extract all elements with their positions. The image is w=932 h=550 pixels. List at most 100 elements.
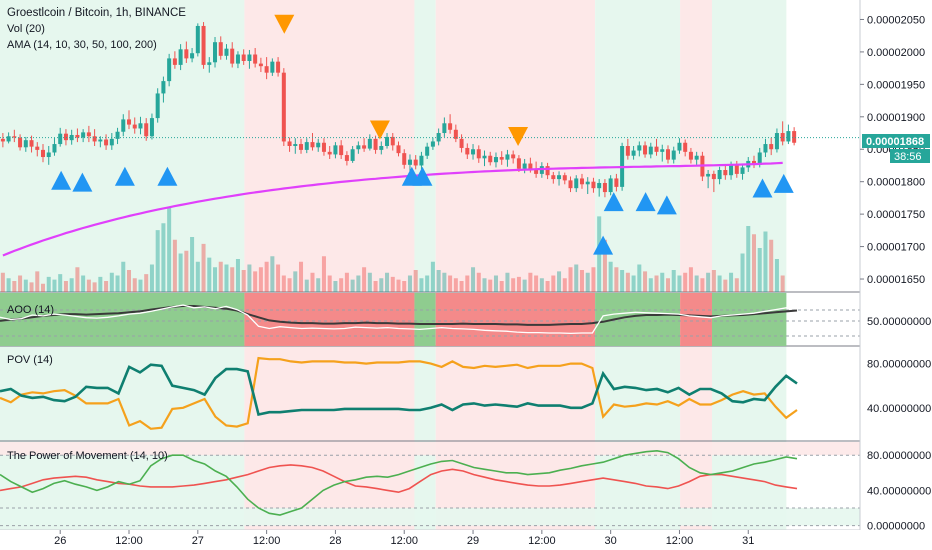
candle-body (218, 42, 223, 56)
time-tick-label: 29 (467, 535, 479, 547)
candle-body (706, 173, 711, 177)
candle-body (465, 147, 470, 155)
volume-bar (665, 278, 670, 292)
volume-bar (694, 275, 699, 292)
time-axis[interactable] (0, 530, 932, 550)
candle-body (155, 93, 160, 119)
candle-body (356, 145, 361, 150)
candle-body (270, 61, 275, 73)
volume-bar (6, 278, 11, 292)
indicator-panes (0, 293, 860, 527)
candle-body (207, 62, 212, 65)
buy-signal-triangle (603, 192, 624, 212)
volume-bar (98, 276, 103, 292)
volume-bar (40, 283, 46, 292)
candle-body (161, 81, 166, 94)
volume-bar (18, 275, 23, 292)
aoo-oscillator-line (0, 304, 798, 335)
volume-bar (683, 272, 688, 292)
volume-bar (224, 264, 229, 292)
volume-bar (677, 275, 682, 292)
volume-bar (751, 234, 757, 292)
volume-bar (476, 272, 481, 292)
volume-bar (276, 264, 281, 292)
time-tick-label: 30 (605, 535, 617, 547)
candle-body (625, 146, 630, 156)
volume-bar (442, 272, 447, 292)
candle-body (792, 131, 797, 143)
volume-bar (385, 272, 390, 292)
volume-bar (734, 278, 739, 292)
volume-bar (471, 267, 476, 292)
volume-bar (614, 267, 619, 292)
candle-body (574, 178, 579, 189)
candle-body (671, 150, 676, 160)
candle-body (247, 54, 252, 61)
candle-body (18, 137, 23, 148)
volume-bar (774, 259, 779, 292)
volume-bar (568, 267, 573, 292)
candle-body (688, 151, 693, 160)
candle-body (264, 66, 269, 73)
volume-bar (367, 272, 372, 292)
candle-body (127, 119, 132, 125)
candle-body (786, 131, 791, 142)
volume-bar (247, 264, 252, 292)
candle-body (711, 173, 716, 180)
candle-body (694, 155, 699, 160)
tpm-tick-label: 40.00000000 (867, 485, 931, 497)
volume-bar (534, 275, 539, 292)
volume-bar (75, 267, 80, 292)
candle-body (729, 164, 734, 176)
candle-body (167, 58, 172, 82)
chart-background (0, 0, 787, 530)
aoo-band (0, 293, 245, 346)
volume-bar (528, 272, 533, 292)
volume-bar (729, 272, 734, 292)
candle-body (648, 146, 653, 155)
volume-bar (430, 261, 435, 292)
volume-bar (184, 250, 189, 292)
sell-signal-triangle (274, 14, 295, 34)
volume-bar (488, 279, 493, 292)
candle-body (608, 178, 613, 193)
volume-bar (293, 271, 298, 292)
candle-body (407, 159, 412, 165)
aoo-band (595, 293, 681, 346)
candle-body (734, 164, 739, 174)
candle-body (390, 136, 395, 146)
sell-signal-triangle (369, 120, 390, 140)
volume-bar (482, 278, 487, 292)
candle-body (6, 136, 11, 142)
volume-bar (574, 264, 579, 292)
candle-body (534, 168, 539, 174)
candle-body (516, 158, 521, 169)
price-axis[interactable] (860, 0, 932, 530)
candle-body (780, 133, 785, 142)
candle-body (58, 133, 63, 145)
volume-bar (671, 270, 676, 292)
candle-body (224, 48, 229, 56)
candle-body (98, 139, 103, 142)
buy-signal-triangle (72, 172, 93, 192)
volume-bar (757, 248, 762, 292)
trend-band (680, 0, 712, 530)
candle-body (258, 63, 263, 67)
buy-signal-triangle (114, 166, 135, 186)
candle-body (46, 152, 51, 158)
volume-bar (264, 261, 269, 292)
candle-body (499, 157, 504, 160)
candle-body (201, 25, 206, 65)
volume-bar (448, 275, 453, 292)
price-tick-label: 0.00001750 (867, 209, 925, 221)
pov-green-line (0, 363, 798, 417)
candle-body (763, 144, 768, 153)
volume-bar (602, 239, 607, 292)
candle-body (471, 149, 476, 155)
volume-bar (287, 278, 292, 292)
time-tick-label: 12:00 (666, 535, 694, 547)
volume-bar (29, 282, 34, 292)
candle-body (339, 145, 344, 156)
candle-body (178, 49, 183, 65)
